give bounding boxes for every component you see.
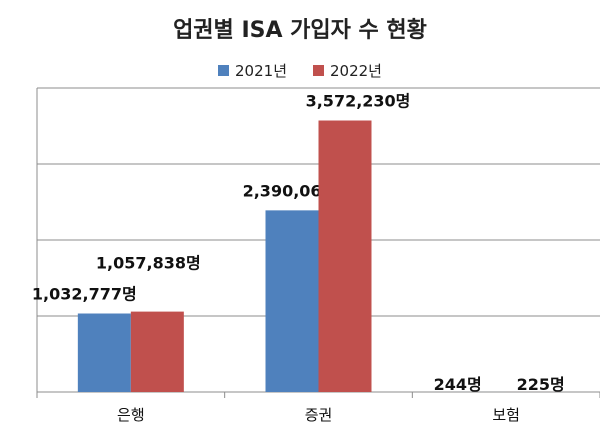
data-label: 225명 [517,375,565,394]
legend-item-2021: 2021년 [218,60,287,81]
bar-2021년-은행 [77,313,131,392]
legend-label-2021: 2021년 [235,62,287,80]
legend-swatch-2022 [313,65,324,76]
bar-2022년-은행 [130,311,184,392]
legend: 2021년 2022년 [0,60,600,81]
legend-swatch-2021 [218,65,230,76]
chart-title: 업권별 ISA 가입자 수 현황 [173,18,427,43]
category-label: 은행 [117,406,145,424]
data-label: 244명 [434,375,482,394]
category-label: 증권 [305,406,333,424]
data-label: 1,032,777명 [32,285,137,304]
data-label: 1,057,838명 [96,254,201,273]
category-label: 보험 [492,406,520,424]
legend-item-2022: 2022년 [313,60,382,81]
bar-2022년-증권 [318,120,372,392]
bar-2021년-증권 [265,210,319,392]
data-label: 3,572,230명 [306,92,411,111]
legend-label-2022: 2022년 [330,62,382,80]
